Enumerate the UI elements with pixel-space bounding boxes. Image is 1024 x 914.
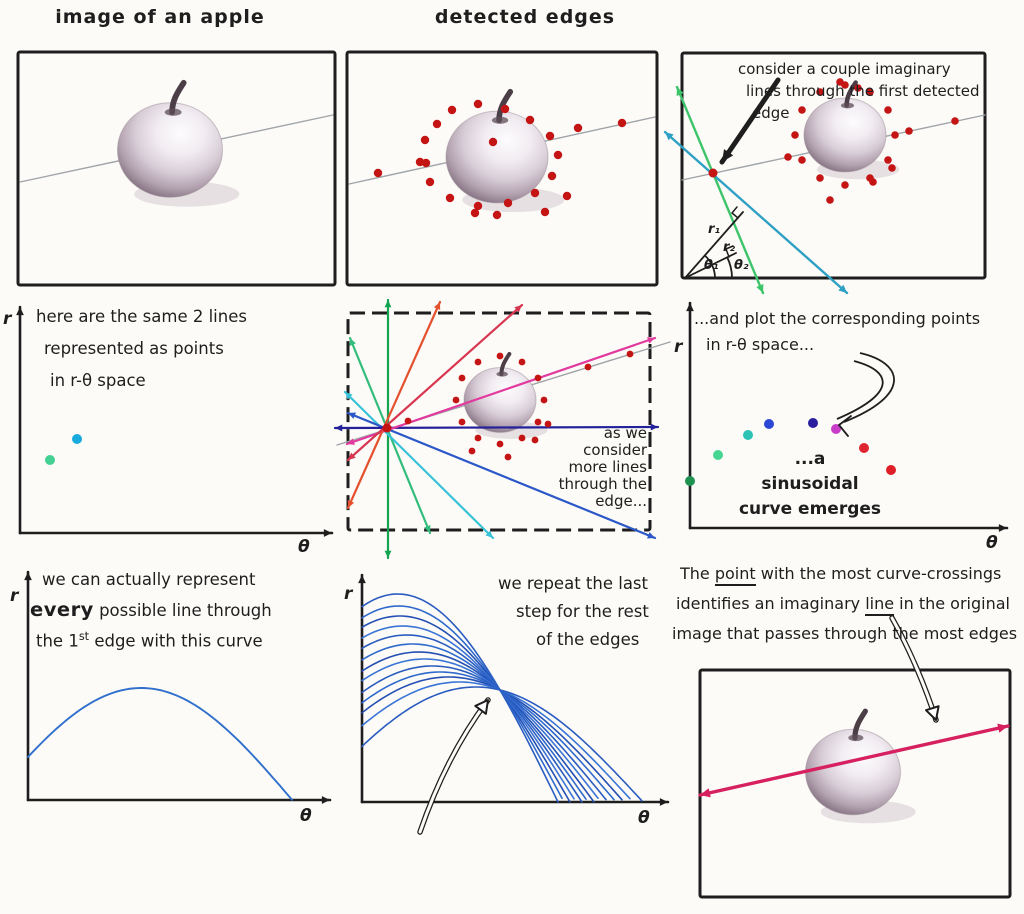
panel5-note-line5: edge... <box>595 492 647 510</box>
panel2-title: detected edges <box>434 6 616 28</box>
sinusoid-family-canvas <box>358 573 670 835</box>
panel9-note-line1: The point with the most curve-crossings <box>680 564 1001 586</box>
detected-edges-canvas <box>345 50 659 287</box>
panel-line-fan: as we consider more lines through the ed… <box>330 285 690 595</box>
panel3-note-line2: lines through the first detected <box>746 82 980 100</box>
panel-sinusoid-points: ...and plot the corresponding points in … <box>670 295 1024 565</box>
panel6-caption-line2: sinusoidal <box>761 474 859 494</box>
r2-label: r₂ <box>723 240 736 255</box>
apple-sketch <box>805 708 916 824</box>
panel6-note-line1: ...and plot the corresponding points <box>694 309 981 328</box>
axes <box>24 570 332 804</box>
panel8-note-line2: step for the rest <box>516 602 649 621</box>
panel-detected-edges: detected edges <box>345 0 665 300</box>
apple-sketch <box>117 79 240 207</box>
panel6-caption-line1: ...a <box>794 449 826 469</box>
panel4-r-axis-label: r <box>3 309 12 329</box>
panel-imaginary-lines: consider a couple imaginary lines throug… <box>660 0 1024 310</box>
curvy-arrow <box>836 352 895 437</box>
sinusoid-points-canvas <box>685 301 1009 532</box>
edge-dots <box>373 99 627 220</box>
apple-sketch <box>803 80 900 180</box>
panel7-r-axis-label: r <box>10 586 19 606</box>
panel-sinusoid-family: we repeat the last step for the rest of … <box>340 560 690 870</box>
r1-label: r₁ <box>708 222 721 237</box>
panel9-note-line3: image that passes through the most edges <box>672 624 1018 643</box>
panel1-title: image of an apple <box>55 6 265 28</box>
panel8-note-line1: we repeat the last <box>498 574 648 593</box>
panel8-note-line3: of the edges <box>536 630 640 649</box>
panel5-note-line1: as we <box>603 424 647 442</box>
panel5-note-line3: more lines <box>568 458 647 476</box>
panel8-theta-axis-label: θ <box>638 808 650 828</box>
axes <box>686 301 1009 532</box>
rtheta-two-points-canvas <box>16 305 334 537</box>
axes <box>16 305 334 537</box>
panel9-note-line2: identifies an imaginary line in the orig… <box>676 594 1010 616</box>
axes <box>358 573 670 806</box>
panel6-caption-line3: curve emerges <box>738 499 882 519</box>
panel5-note-line2: consider <box>583 441 647 459</box>
panel7-note-line3: the 1st edge with this curve <box>36 630 263 651</box>
panel-single-sinusoid: we can actually represent every possible… <box>0 560 345 860</box>
panel4-note-line2: represented as points <box>44 339 224 358</box>
edge-dots <box>784 78 959 204</box>
sketch-arrow <box>889 615 940 723</box>
panel-original-image: image of an apple <box>0 0 345 300</box>
panel-two-points-rtheta: here are the same 2 lines represented as… <box>0 295 345 565</box>
original-image-canvas <box>16 50 337 287</box>
panel4-note-line1: here are the same 2 lines <box>36 307 247 326</box>
apple-sketch <box>445 88 565 213</box>
panel-best-line: The point with the most curve-crossings … <box>670 558 1024 914</box>
panel7-theta-axis-label: θ <box>300 806 312 826</box>
sinusoid-curves <box>361 593 643 803</box>
panel5-note-line4: through the <box>558 475 647 493</box>
panel8-r-axis-label: r <box>344 584 353 604</box>
line-fan-canvas <box>333 298 671 560</box>
apple-sketch <box>463 351 548 439</box>
panel4-note-line3: in r-θ space <box>50 371 146 390</box>
panel7-note-line1: we can actually represent <box>42 570 256 589</box>
edge-dots <box>404 350 634 461</box>
panel3-note-line1: consider a couple imaginary <box>738 60 951 78</box>
panel6-r-axis-label: r <box>674 337 683 357</box>
sketch-arrow <box>417 697 491 835</box>
panel6-note-line2: in r-θ space... <box>706 335 815 354</box>
panel3-note-line3: edge <box>752 104 790 122</box>
single-sinusoid-canvas <box>24 570 332 804</box>
imaginary-lines-canvas <box>663 51 987 295</box>
panel6-theta-axis-label: θ <box>986 533 998 553</box>
panel7-note-line2: every possible line through <box>30 598 272 621</box>
panel4-theta-axis-label: θ <box>298 537 310 557</box>
best-line-canvas <box>698 615 1012 899</box>
theta1-label: θ₁ <box>704 258 719 273</box>
theta2-label: θ₂ <box>734 258 749 273</box>
